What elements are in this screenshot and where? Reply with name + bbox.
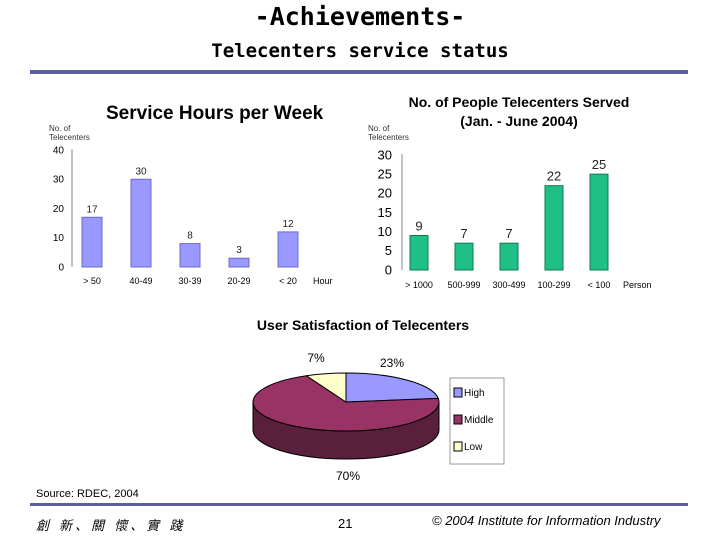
bar bbox=[544, 185, 564, 271]
slide-subtitle: Telecenters service status bbox=[211, 40, 509, 62]
x-tick-label: 30-39 bbox=[178, 276, 201, 286]
people-served-chart: No. of People Telecenters Served (Jan. -… bbox=[368, 94, 652, 290]
x-tick-label: 300-499 bbox=[492, 280, 525, 290]
bar-value-label: 8 bbox=[187, 231, 193, 242]
bar-series: 17 30 8 3 12 bbox=[81, 166, 299, 268]
x-tick-label: 40-49 bbox=[129, 276, 152, 286]
x-tick-label: > 50 bbox=[83, 276, 101, 286]
x-tick-label: < 20 bbox=[279, 276, 297, 286]
header-divider bbox=[30, 70, 688, 74]
bar-value-label: 7 bbox=[505, 226, 512, 241]
legend-label: Low bbox=[464, 442, 483, 453]
bar bbox=[589, 173, 609, 271]
x-tick-label: < 100 bbox=[588, 280, 611, 290]
pie-slices bbox=[252, 372, 440, 460]
pie-value-label: 23% bbox=[380, 356, 404, 370]
bar bbox=[454, 242, 474, 271]
y-tick-label: 30 bbox=[53, 175, 65, 186]
bar-series: 9 7 7 22 25 bbox=[409, 157, 609, 271]
footer-divider bbox=[30, 503, 688, 506]
bar bbox=[130, 178, 152, 268]
chart-title: User Satisfaction of Telecenters bbox=[257, 317, 469, 333]
pie-value-label: 70% bbox=[336, 469, 360, 483]
y-axis-label-line: Telecenters bbox=[368, 133, 409, 142]
pie-slice bbox=[252, 375, 440, 432]
x-tick-label: 100-299 bbox=[537, 280, 570, 290]
source-note: Source: RDEC, 2004 bbox=[36, 488, 139, 500]
bar-value-label: 7 bbox=[460, 226, 467, 241]
legend-swatch bbox=[453, 441, 463, 452]
slide-title: -Achievements- bbox=[254, 2, 466, 31]
legend-swatch bbox=[453, 414, 463, 425]
bar-value-label: 3 bbox=[236, 245, 242, 256]
bar bbox=[277, 231, 299, 268]
y-tick-label: 10 bbox=[53, 233, 65, 244]
y-tick-label: 5 bbox=[385, 243, 392, 258]
x-axis-ticks: > 50 40-49 30-39 20-29 < 20 bbox=[83, 276, 297, 286]
x-tick-label: 500-999 bbox=[447, 280, 480, 290]
pie-slice bbox=[345, 372, 439, 403]
legend: High Middle Low bbox=[449, 377, 505, 465]
pie-value-labels: 23% 70% 7% bbox=[307, 351, 404, 483]
page-number: 21 bbox=[338, 516, 353, 531]
y-tick-label: 20 bbox=[378, 186, 392, 201]
y-axis-label-line: No. of bbox=[368, 124, 390, 133]
legend-label: Middle bbox=[464, 415, 494, 426]
pie-slice bbox=[305, 372, 347, 403]
pie-value-label: 7% bbox=[307, 351, 325, 365]
bar-value-label: 12 bbox=[282, 219, 294, 230]
y-axis-label-line: Telecenters bbox=[49, 133, 90, 142]
service-hours-chart: Service Hours per Week No. ofTelecenters… bbox=[49, 103, 333, 286]
y-tick-label: 40 bbox=[53, 145, 65, 156]
x-axis-label: Person bbox=[623, 280, 652, 290]
y-tick-label: 25 bbox=[378, 167, 392, 182]
legend-swatch bbox=[453, 387, 463, 398]
x-tick-label: > 1000 bbox=[405, 280, 433, 290]
bar bbox=[228, 257, 250, 268]
chart-title: Service Hours per Week bbox=[106, 103, 324, 124]
user-satisfaction-chart: User Satisfaction of Telecenters 23% 70% 7… bbox=[252, 317, 505, 483]
y-tick-label: 30 bbox=[378, 147, 392, 162]
y-tick-label: 0 bbox=[58, 262, 64, 273]
y-tick-label: 20 bbox=[53, 204, 65, 215]
y-axis-label-line: No. of bbox=[49, 124, 71, 133]
bar bbox=[179, 243, 201, 268]
y-tick-label: 10 bbox=[378, 224, 392, 239]
motto-text: 創 新、關 懷、實 踐 bbox=[36, 519, 186, 534]
y-axis-ticks: 0 5 10 15 20 25 30 bbox=[378, 147, 392, 277]
bar bbox=[499, 242, 519, 271]
x-tick-label: 20-29 bbox=[227, 276, 250, 286]
bar bbox=[81, 216, 103, 268]
y-tick-label: 0 bbox=[385, 262, 392, 277]
y-axis-ticks: 0 10 20 30 40 bbox=[53, 145, 65, 273]
bar bbox=[409, 235, 429, 271]
chart-title: No. of People Telecenters Served bbox=[409, 94, 630, 110]
copyright-text: © 2004 Institute for Information Industr… bbox=[432, 513, 661, 528]
bar-value-label: 22 bbox=[547, 169, 561, 184]
bar-value-label: 30 bbox=[135, 166, 147, 177]
bar-value-label: 9 bbox=[415, 219, 422, 234]
bar-value-label: 17 bbox=[86, 204, 98, 215]
y-tick-label: 15 bbox=[378, 205, 392, 220]
chart-subtitle: (Jan. - June 2004) bbox=[460, 113, 578, 129]
bar-value-label: 25 bbox=[592, 157, 606, 172]
x-axis-label: Hour bbox=[313, 276, 333, 286]
x-axis-ticks: > 1000 500-999 300-499 100-299 < 100 bbox=[405, 280, 610, 290]
legend-label: High bbox=[464, 388, 485, 399]
